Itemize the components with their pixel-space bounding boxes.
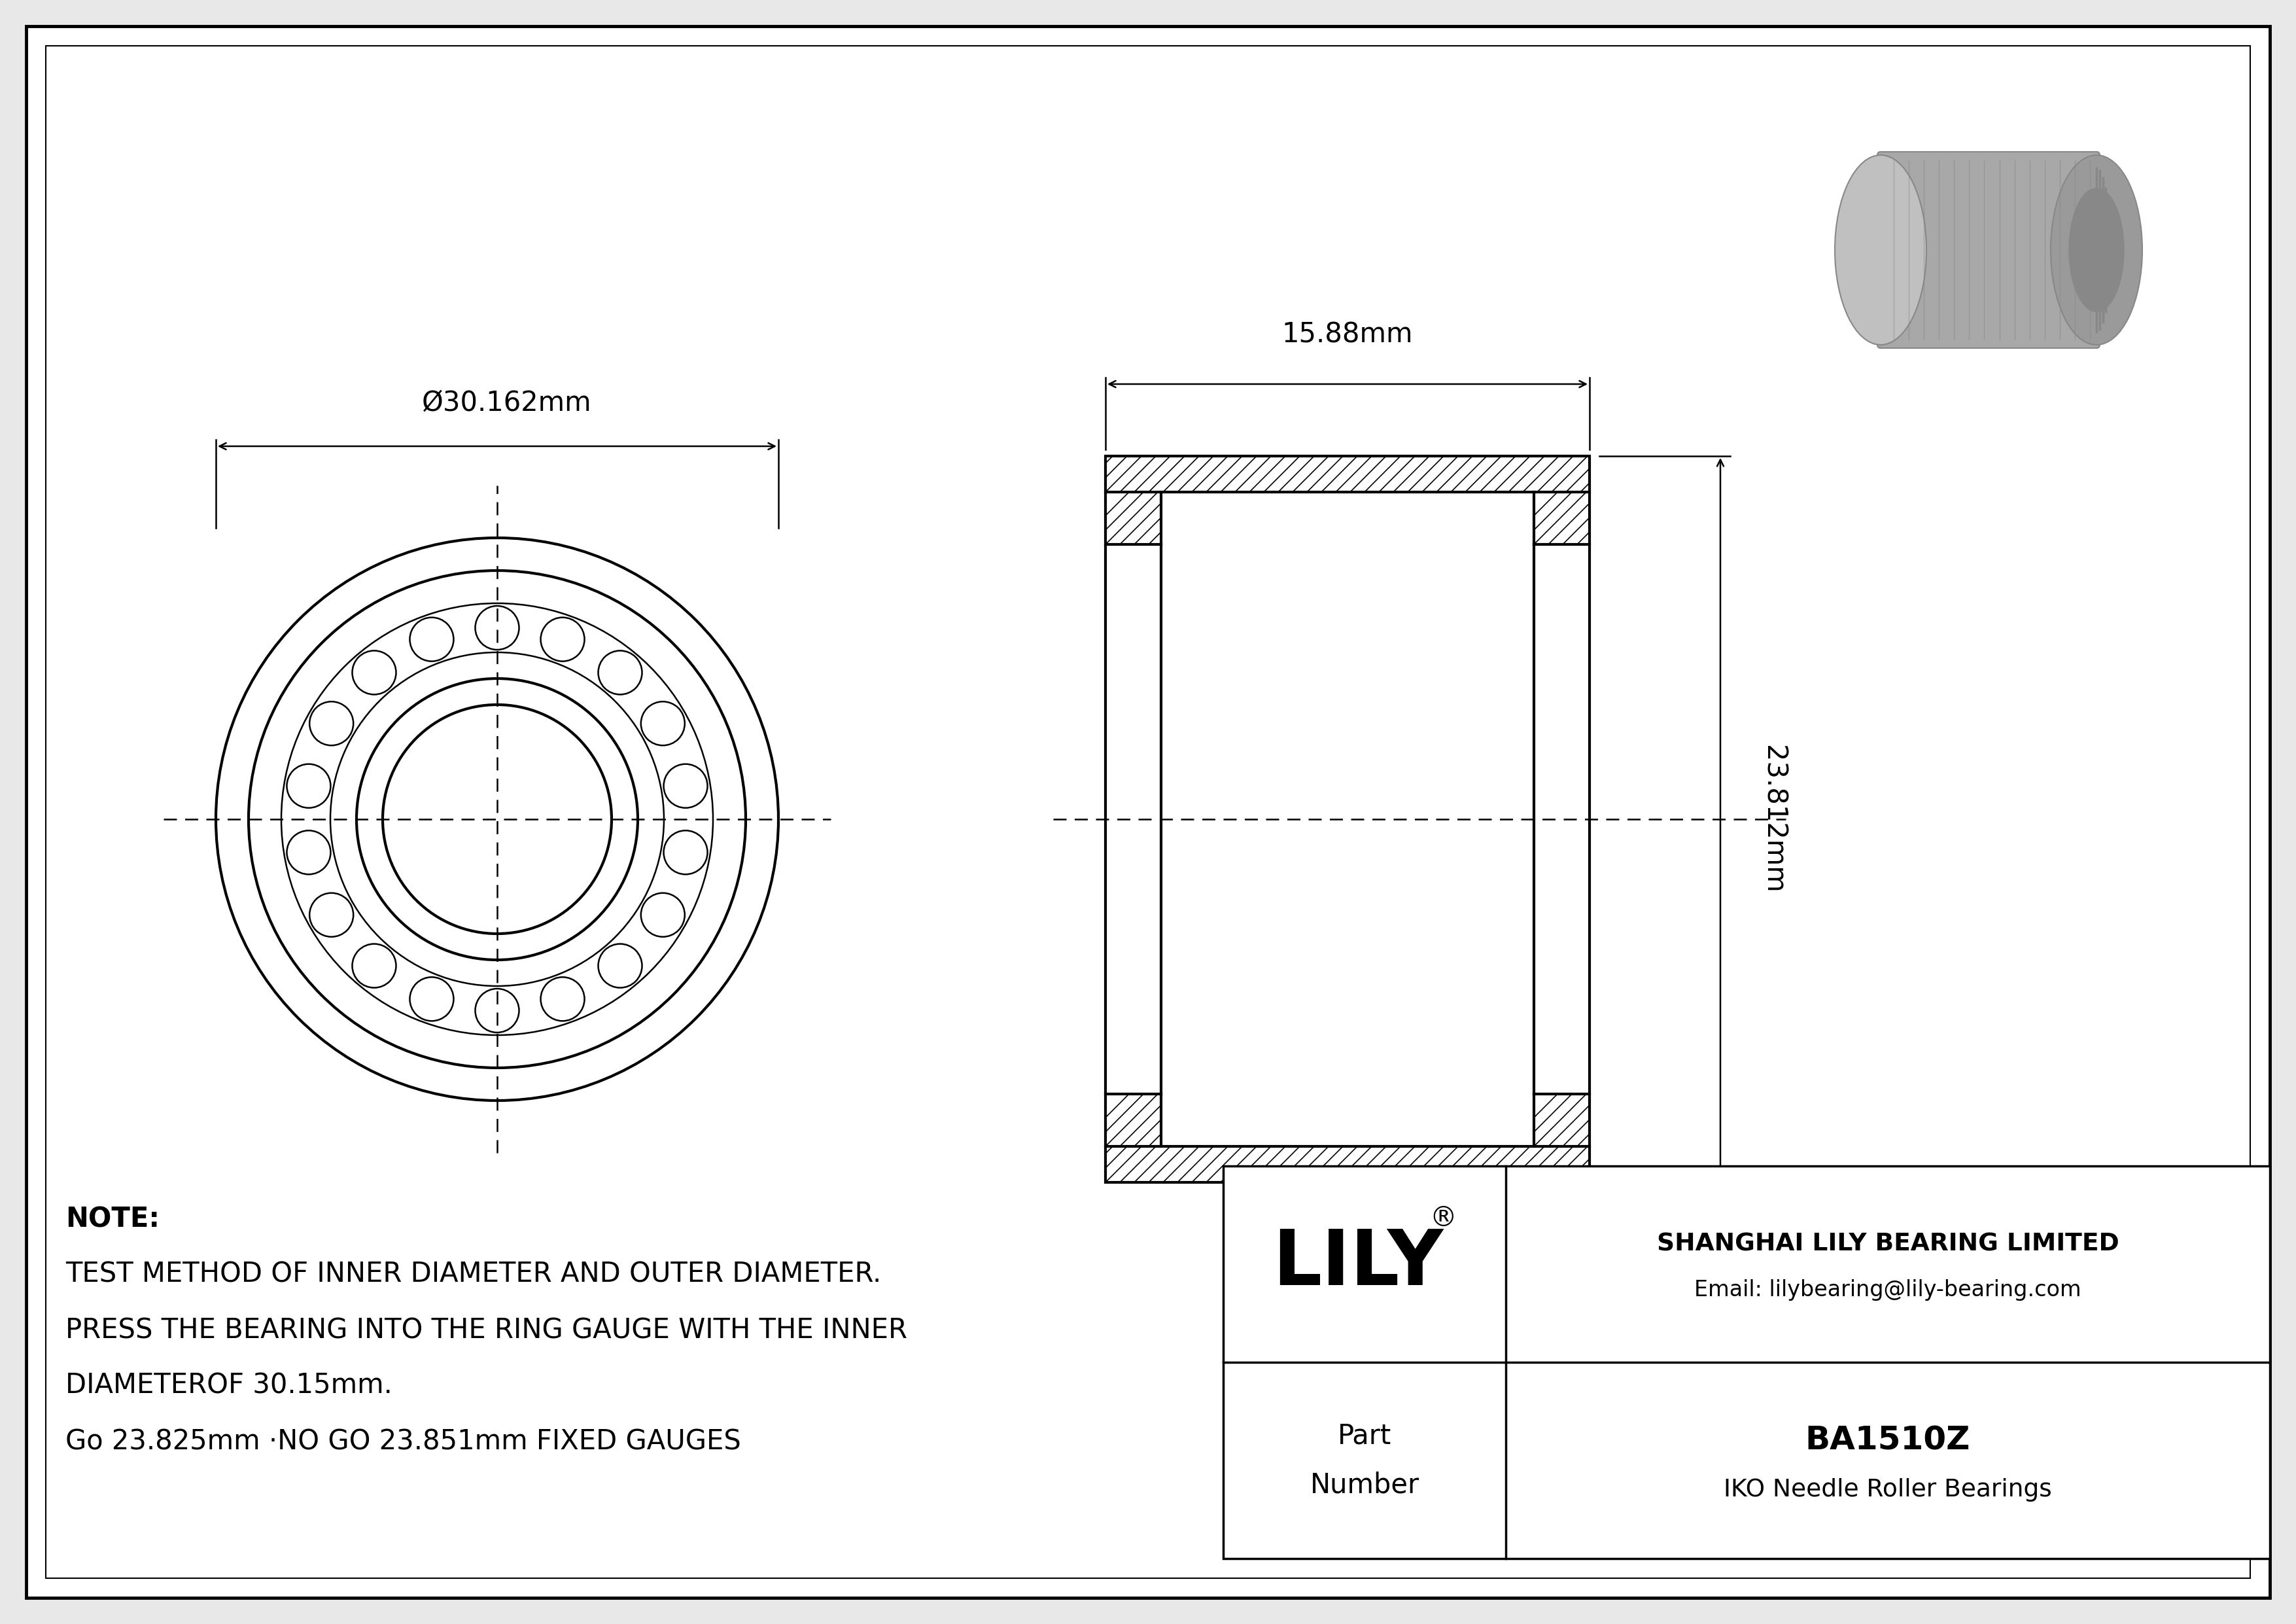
Text: LILY: LILY: [1272, 1226, 1444, 1302]
Bar: [1104, 456, 1589, 1182]
Text: Go 23.825mm ·NO GO 23.851mm FIXED GAUGES: Go 23.825mm ·NO GO 23.851mm FIXED GAUGES: [64, 1427, 742, 1455]
Ellipse shape: [1835, 154, 1926, 344]
Ellipse shape: [2050, 154, 2142, 344]
Text: 23.812mm: 23.812mm: [1759, 745, 1786, 893]
Text: Ø30.162mm: Ø30.162mm: [422, 390, 592, 417]
Bar: [1104, 456, 1589, 1182]
FancyBboxPatch shape: [1878, 151, 2101, 348]
Text: BA1510Z: BA1510Z: [1805, 1426, 1970, 1457]
Text: TEST METHOD OF INNER DIAMETER AND OUTER DIAMETER.: TEST METHOD OF INNER DIAMETER AND OUTER …: [64, 1260, 882, 1288]
Bar: [1224, 1166, 2271, 1559]
Text: Email: lilybearing@lily-bearing.com: Email: lilybearing@lily-bearing.com: [1694, 1280, 2080, 1301]
Text: 15.88mm: 15.88mm: [1281, 320, 1412, 348]
Text: SHANGHAI LILY BEARING LIMITED: SHANGHAI LILY BEARING LIMITED: [1658, 1233, 2119, 1257]
Text: Part
Number: Part Number: [1309, 1423, 1419, 1499]
Text: DIAMETEROF 30.15mm.: DIAMETEROF 30.15mm.: [64, 1372, 393, 1400]
Text: PRESS THE BEARING INTO THE RING GAUGE WITH THE INNER: PRESS THE BEARING INTO THE RING GAUGE WI…: [64, 1317, 907, 1345]
Text: NOTE:: NOTE:: [64, 1205, 161, 1233]
Circle shape: [216, 538, 778, 1101]
Ellipse shape: [2069, 188, 2124, 312]
Text: ®: ®: [1430, 1205, 1456, 1233]
Text: IKO Needle Roller Bearings: IKO Needle Roller Bearings: [1724, 1478, 2053, 1502]
